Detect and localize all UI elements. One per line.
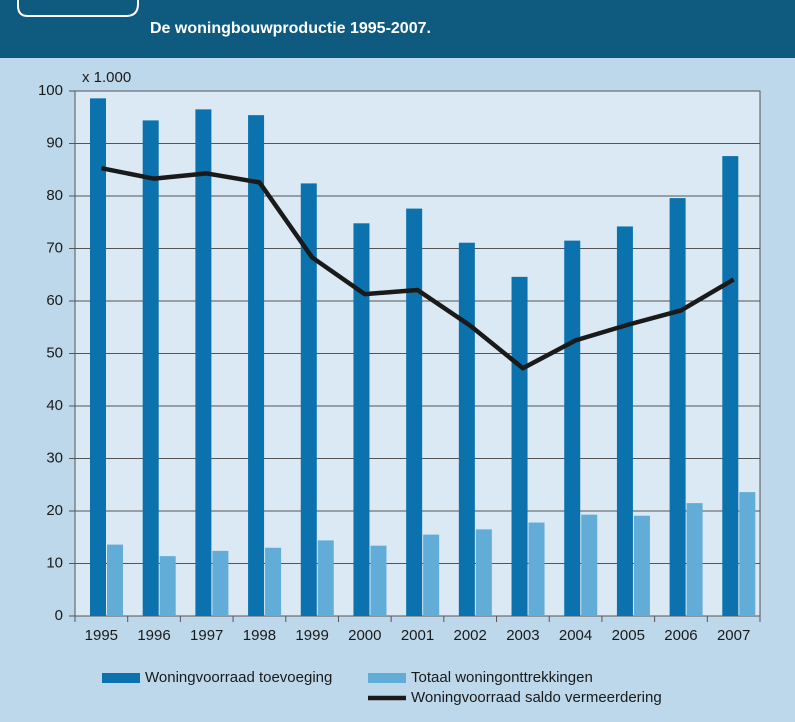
- bar: [633, 515, 650, 616]
- y-tick-label: 40: [46, 397, 63, 414]
- y-tick-label: 80: [46, 187, 63, 204]
- chart-title: De woningbouwproductie 1995-2007.: [150, 20, 431, 37]
- bar: [458, 242, 475, 616]
- bar: [669, 198, 686, 616]
- bar: [353, 223, 370, 617]
- bar: [475, 529, 492, 616]
- legend-label: Woningvoorraad toevoeging: [145, 669, 332, 686]
- x-tick-label: 2005: [612, 627, 645, 644]
- bar: [564, 240, 581, 616]
- y-tick-label: 10: [46, 554, 63, 571]
- legend-swatch: [102, 673, 140, 683]
- bar: [616, 226, 633, 616]
- y-tick-label: 30: [46, 449, 63, 466]
- bar: [90, 98, 106, 617]
- bar: [195, 109, 212, 616]
- bar: [159, 556, 176, 616]
- bar: [423, 534, 440, 616]
- y-tick-label: 0: [55, 607, 63, 624]
- x-tick-label: 2003: [506, 627, 539, 644]
- legend-swatch: [368, 673, 406, 683]
- x-tick-label: 1997: [190, 627, 223, 644]
- bar: [581, 514, 598, 616]
- bar: [686, 503, 703, 616]
- bar: [528, 522, 545, 616]
- x-tick-label: 2006: [664, 627, 697, 644]
- bar: [739, 492, 756, 616]
- x-tick-label: 2007: [717, 627, 750, 644]
- bar: [722, 156, 739, 616]
- bar: [406, 208, 423, 616]
- x-tick-label: 2000: [348, 627, 381, 644]
- legend-label: Woningvoorraad saldo vermeerdering: [411, 689, 662, 706]
- y-unit-label: x 1.000: [82, 69, 131, 86]
- bar: [265, 547, 282, 616]
- y-tick-label: 100: [38, 82, 63, 99]
- line: [100, 165, 735, 371]
- bar: [107, 544, 123, 616]
- bar: [511, 276, 528, 616]
- bar: [212, 550, 229, 616]
- y-tick-label: 70: [46, 239, 63, 256]
- y-tick-label: 60: [46, 292, 63, 309]
- bar: [317, 540, 334, 616]
- y-tick-label: 20: [46, 502, 63, 519]
- bar: [370, 545, 387, 616]
- x-tick-label: 1995: [85, 627, 118, 644]
- header-tab: [17, 0, 139, 17]
- x-tick-label: 2004: [559, 627, 592, 644]
- bar: [142, 120, 159, 617]
- bar: [300, 183, 317, 616]
- y-tick-label: 50: [46, 344, 63, 361]
- x-tick-label: 1998: [243, 627, 276, 644]
- x-tick-label: 2002: [454, 627, 487, 644]
- x-tick-label: 1999: [295, 627, 328, 644]
- bar: [248, 115, 265, 617]
- x-tick-label: 1996: [137, 627, 170, 644]
- y-tick-label: 90: [46, 134, 63, 151]
- legend-label: Totaal woningonttrekkingen: [411, 669, 593, 686]
- x-tick-label: 2001: [401, 627, 434, 644]
